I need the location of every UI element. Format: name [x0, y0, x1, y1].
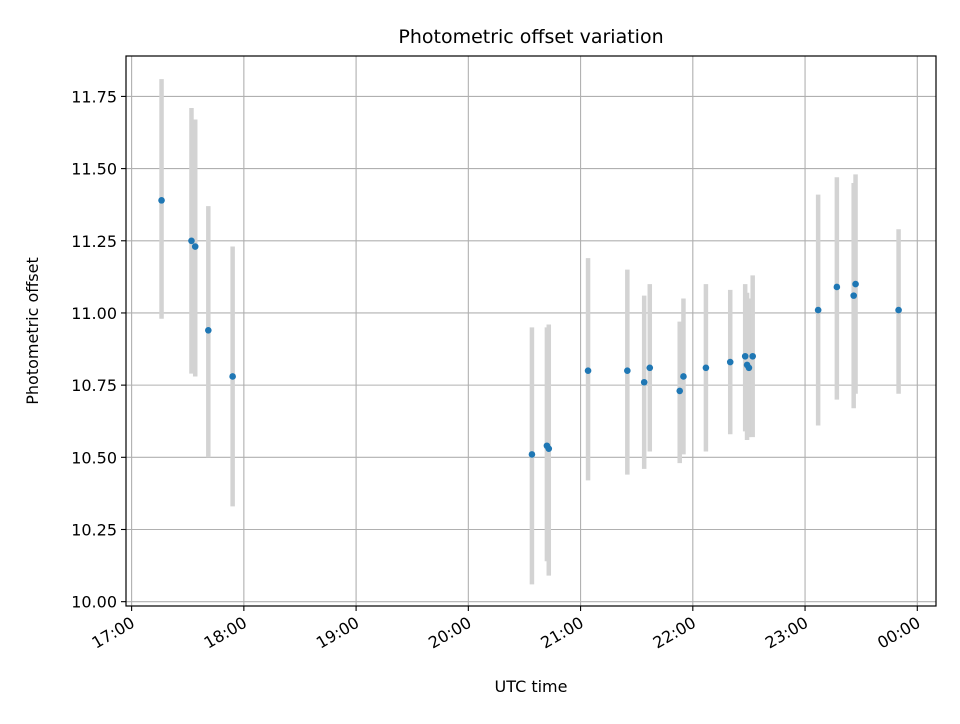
y-axis-label: Photometric offset	[23, 257, 42, 405]
data-point	[676, 387, 684, 395]
x-tick-label: 18:00	[201, 613, 250, 653]
data-point	[680, 373, 687, 380]
y-tick-label: 10.75	[71, 376, 117, 395]
x-axis-ticks: 17:00 18:00 19:00 20:00 21:00 22:00 23:00 00:00	[88, 606, 924, 653]
data-point	[188, 237, 195, 245]
x-tick-label: 20:00	[425, 613, 474, 653]
data-point	[833, 283, 841, 291]
data-point	[624, 367, 631, 374]
data-point	[741, 352, 749, 360]
y-tick-label: 10.25	[71, 520, 117, 539]
data-point	[814, 306, 822, 314]
data-point	[852, 280, 859, 288]
data-point	[158, 197, 165, 204]
data-point	[229, 373, 236, 380]
chart-title: Photometric offset variation	[398, 26, 663, 48]
data-point	[646, 364, 654, 372]
x-axis-label: UTC time	[495, 677, 568, 696]
y-tick-label: 11.50	[71, 160, 117, 179]
x-tick-label: 21:00	[537, 613, 586, 653]
data-point	[191, 243, 199, 250]
grid-lines	[126, 56, 936, 606]
data-points	[158, 197, 902, 458]
data-point	[895, 306, 902, 314]
y-tick-label: 10.00	[71, 593, 117, 612]
data-point	[205, 326, 212, 334]
y-tick-label: 10.50	[71, 448, 117, 467]
y-axis-ticks: 10.00 10.25 10.50 10.75 11.00 11.25 11.50 11.75	[71, 87, 126, 612]
x-tick-label: 00:00	[874, 613, 923, 653]
plot-frame	[125, 55, 937, 607]
data-point	[749, 352, 756, 360]
y-tick-label: 11.25	[71, 232, 117, 251]
data-point	[640, 378, 648, 386]
x-tick-label: 23:00	[762, 613, 811, 653]
data-point	[528, 451, 536, 458]
error-bars	[159, 79, 901, 585]
data-point	[545, 445, 553, 452]
data-point	[850, 292, 857, 299]
data-point	[584, 367, 592, 374]
data-point	[702, 364, 710, 372]
y-tick-label: 11.00	[71, 304, 117, 323]
data-point	[726, 358, 734, 366]
x-tick-label: 17:00	[88, 613, 137, 653]
x-tick-label: 19:00	[313, 613, 362, 653]
data-point	[745, 364, 753, 372]
y-tick-label: 11.75	[71, 87, 117, 106]
x-tick-label: 22:00	[650, 613, 699, 653]
